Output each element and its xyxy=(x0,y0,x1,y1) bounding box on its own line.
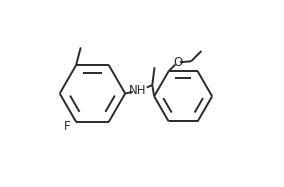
Text: NH: NH xyxy=(129,84,147,97)
Text: O: O xyxy=(173,56,182,69)
Text: F: F xyxy=(64,120,71,133)
